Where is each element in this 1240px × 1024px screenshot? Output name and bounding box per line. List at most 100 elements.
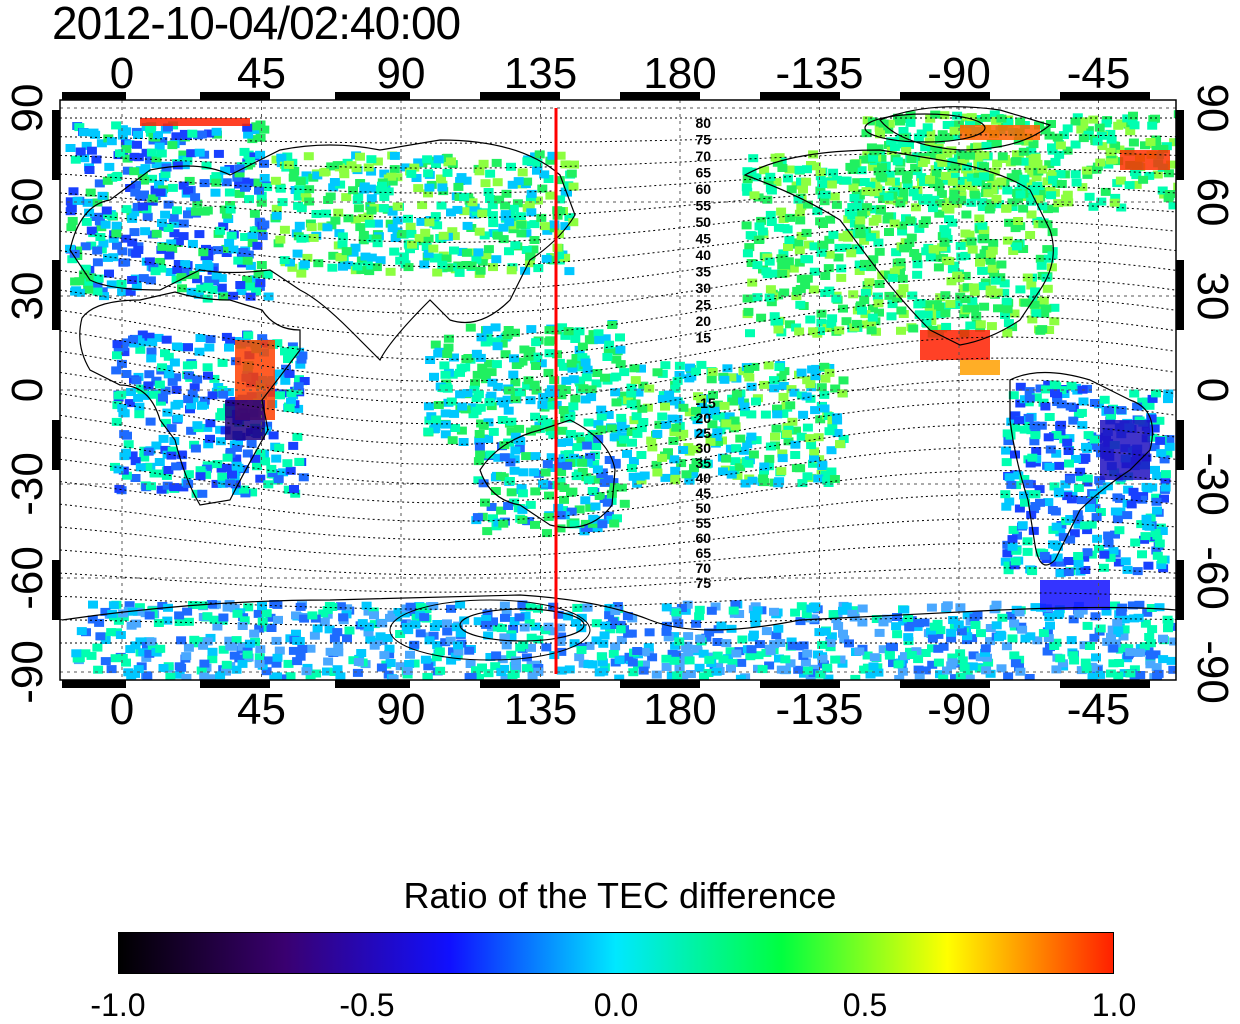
tec-cell — [1048, 204, 1059, 213]
tec-cell — [303, 152, 314, 161]
tec-cell — [147, 390, 158, 399]
tec-cell — [255, 133, 266, 142]
tec-cell — [696, 394, 707, 403]
tec-cell — [934, 253, 945, 262]
tec-cell — [113, 344, 124, 353]
tec-cell — [269, 674, 280, 680]
tec-cell — [568, 375, 579, 384]
tec-cell — [379, 193, 390, 202]
tec-cell — [103, 253, 113, 262]
tec-cell — [157, 137, 168, 145]
tec-cell — [736, 658, 747, 667]
tec-cell — [1039, 551, 1050, 560]
tec-cell — [1106, 632, 1116, 641]
tec-cell — [452, 205, 463, 214]
tec-cell — [1159, 494, 1169, 503]
tec-cell — [301, 171, 312, 180]
tec-cell — [256, 191, 267, 200]
tec-cell — [459, 207, 470, 216]
tec-cell — [873, 299, 884, 308]
tec-cell — [68, 187, 79, 196]
tec-cell — [583, 418, 594, 427]
tec-cell — [1165, 190, 1175, 198]
tec-cell — [169, 437, 180, 445]
tec-cell — [503, 406, 514, 415]
tec-cell — [1160, 470, 1171, 479]
tec-cell — [943, 197, 954, 206]
tec-cell — [838, 606, 848, 615]
tec-cell — [759, 478, 770, 487]
tec-cell — [742, 167, 753, 176]
tec-cell — [769, 376, 779, 385]
tec-cell — [1043, 634, 1054, 643]
tec-cell — [778, 382, 789, 390]
south-pole-contour — [459, 608, 585, 642]
tec-cell — [947, 177, 958, 186]
contour-label-north: 80 — [696, 115, 712, 131]
tec-cell — [254, 653, 265, 662]
contour-line — [60, 276, 1176, 338]
tec-cell — [1009, 651, 1020, 660]
tec-cell — [375, 632, 386, 641]
tec-cell — [553, 610, 564, 619]
tec-cell — [820, 627, 831, 636]
tec-cell — [604, 604, 615, 612]
tec-cell — [501, 189, 512, 198]
contour-line — [60, 617, 1176, 627]
tec-cell — [943, 132, 954, 141]
tec-cell — [1075, 467, 1086, 476]
tec-cell — [509, 669, 520, 678]
tec-cell — [1065, 402, 1076, 411]
tec-cell — [616, 636, 627, 644]
tec-cell — [239, 485, 249, 494]
tec-cell — [168, 213, 179, 222]
tec-cell — [443, 343, 454, 352]
tec-cell — [760, 410, 771, 419]
tec-cell — [514, 613, 525, 622]
tec-cell — [1015, 285, 1026, 294]
tec-cell — [778, 409, 789, 418]
tec-cell — [1088, 115, 1099, 124]
tec-cell — [542, 529, 552, 538]
tec-cell — [453, 182, 464, 191]
top-axis-bar — [335, 92, 410, 100]
tec-cell — [978, 282, 989, 291]
tec-cell — [432, 221, 443, 230]
tec-cell — [1082, 474, 1093, 483]
tec-cell — [898, 284, 909, 293]
tec-cell — [1030, 287, 1041, 296]
tec-cell — [385, 659, 396, 667]
tec-cell — [728, 397, 738, 406]
tec-cell — [323, 196, 334, 204]
tec-cell — [295, 652, 306, 661]
tick-label: 0 — [109, 49, 135, 98]
tec-cell — [991, 600, 1002, 609]
tec-cell — [1108, 644, 1119, 653]
tec-cell — [612, 602, 623, 611]
tec-cell — [197, 489, 208, 498]
tec-cell — [836, 273, 847, 282]
tec-cell — [1070, 140, 1081, 149]
tec-cell — [765, 285, 776, 294]
tec-cell — [794, 246, 805, 255]
tec-cell — [817, 654, 828, 663]
tec-cell — [440, 638, 451, 647]
tec-cell — [387, 207, 398, 216]
tec-cell — [725, 647, 736, 656]
tec-cell — [445, 636, 456, 645]
tec-cell — [423, 427, 434, 436]
tec-cell — [323, 657, 334, 666]
tec-cell — [636, 364, 646, 373]
contour-line — [60, 592, 1176, 610]
tec-cell — [339, 170, 350, 179]
tec-cell — [672, 671, 683, 680]
tec-cell — [492, 342, 503, 351]
tec-cell — [173, 237, 184, 246]
tec-cell — [985, 256, 996, 265]
tec-cell — [771, 631, 782, 640]
tec-cell — [78, 128, 89, 137]
tec-cell — [500, 201, 511, 210]
tec-cell — [941, 322, 952, 331]
tec-cell — [432, 641, 443, 650]
tec-cell — [955, 672, 966, 680]
